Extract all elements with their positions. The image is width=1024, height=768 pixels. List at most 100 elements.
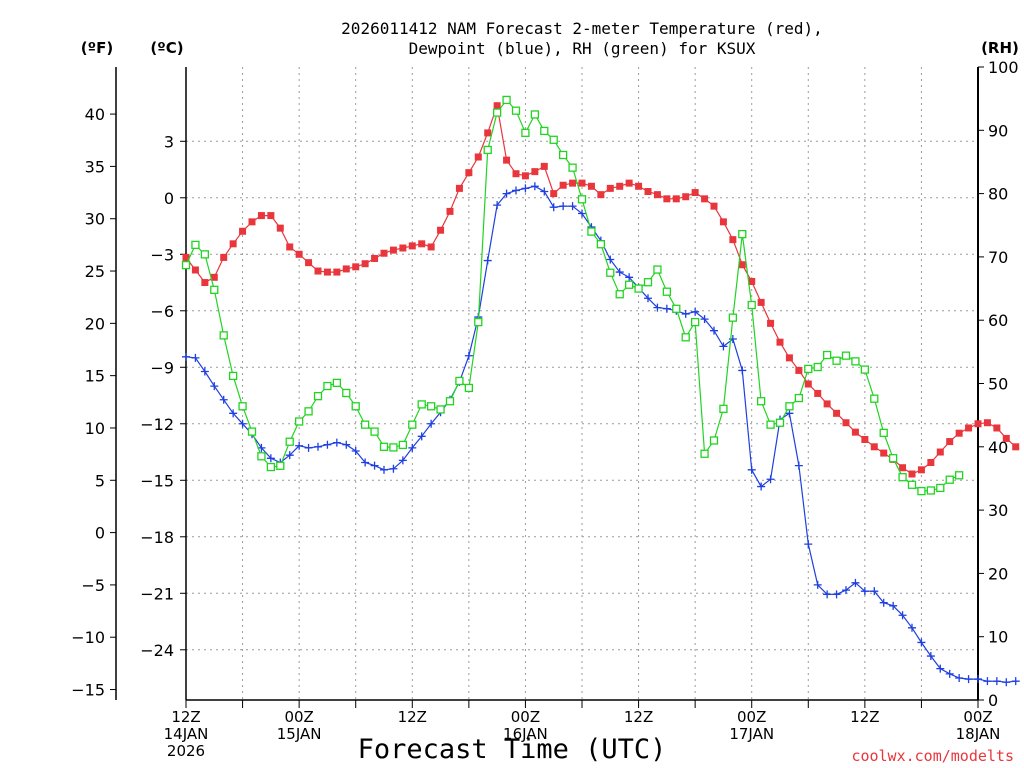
- temperature-point: [795, 366, 803, 374]
- temperature-point: [738, 261, 746, 269]
- dewpoint-point: [926, 652, 935, 661]
- celsius-tick-label: −9: [150, 358, 174, 377]
- dewpoint-point: [681, 309, 690, 318]
- dewpoint-point: [304, 443, 313, 452]
- dewpoint-point: [530, 182, 539, 191]
- temperature-point: [474, 153, 482, 161]
- rh-point: [596, 240, 606, 249]
- rh-point: [530, 110, 540, 119]
- temperature-point: [531, 168, 539, 176]
- temperature-point: [484, 129, 492, 137]
- temperature-point: [191, 266, 199, 274]
- temperature-point: [908, 470, 916, 478]
- dewpoint-point: [766, 475, 775, 484]
- temperature-point: [371, 254, 379, 262]
- rh-tick-label: 50: [988, 375, 1008, 394]
- x-tick-label: 2026: [167, 742, 205, 760]
- temperature-point: [823, 400, 831, 408]
- rh-point: [756, 397, 766, 406]
- rh-point: [181, 260, 191, 270]
- celsius-tick-label: −3: [150, 245, 174, 264]
- rh-point: [643, 278, 653, 287]
- dewpoint-point: [964, 675, 973, 684]
- dewpoint-point: [832, 590, 841, 599]
- rh-point: [945, 475, 954, 484]
- rh-point: [483, 145, 492, 155]
- rh-tick-label: 70: [988, 248, 1008, 267]
- rh-axis-unit: (RH): [981, 39, 1019, 57]
- temperature-point: [503, 156, 511, 164]
- rh-point: [191, 240, 200, 250]
- temperature-point: [682, 193, 690, 201]
- rh-point: [785, 402, 794, 411]
- temperature-point: [352, 263, 360, 271]
- chart-title-line-1: 2026011412 NAM Forecast 2-meter Temperat…: [341, 19, 823, 38]
- rh-tick-label: 0: [988, 691, 998, 710]
- rh-point: [813, 362, 822, 372]
- dewpoint-point: [606, 255, 615, 264]
- temperature-point: [880, 449, 888, 457]
- chart-title-line-2: Dewpoint (blue), RH (green) for KSUX: [409, 39, 756, 58]
- rh-point: [606, 268, 615, 277]
- dewpoint-point: [757, 482, 766, 491]
- rh-point: [228, 371, 238, 381]
- dewpoint-point: [842, 586, 850, 595]
- celsius-tick-label: 3: [164, 132, 174, 151]
- fahrenheit-tick-label: −5: [81, 576, 105, 595]
- temperature-point: [663, 195, 671, 203]
- temperature-point: [569, 179, 577, 187]
- temperature-point: [776, 338, 784, 346]
- rh-point: [879, 428, 888, 438]
- fahrenheit-tick-label: 20: [85, 314, 105, 333]
- temperature-point: [635, 182, 643, 190]
- dewpoint-point: [879, 598, 888, 607]
- rh-tick-label: 90: [988, 121, 1008, 140]
- temperature-point: [597, 191, 605, 199]
- temperature-point: [248, 218, 256, 226]
- dewpoint-point: [804, 540, 813, 549]
- celsius-tick-label: −24: [140, 641, 174, 660]
- rh-point: [936, 483, 945, 493]
- celsius-tick-label: 0: [164, 189, 174, 208]
- rh-point: [342, 388, 351, 398]
- fahrenheit-tick-label: −10: [71, 628, 105, 647]
- temperature-point: [446, 207, 454, 215]
- rh-point: [624, 280, 634, 289]
- rh-point: [615, 290, 624, 299]
- dewpoint-point: [719, 342, 728, 351]
- rh-point: [577, 195, 587, 204]
- dewpoint-point: [182, 352, 190, 361]
- temperature-point: [833, 409, 841, 417]
- dewpoint-point: [219, 395, 228, 404]
- celsius-tick-label: −12: [140, 415, 174, 434]
- x-tick-label: 00Z: [963, 708, 992, 726]
- dewpoint-point: [342, 440, 351, 449]
- rh-point: [728, 313, 738, 322]
- rh-point: [841, 351, 851, 360]
- temperature-point: [983, 419, 991, 427]
- dewpoint-point: [521, 184, 530, 193]
- temperature-point: [814, 389, 822, 397]
- rh-point: [304, 407, 313, 416]
- fahrenheit-tick-label: 10: [85, 419, 105, 438]
- rh-point: [540, 126, 549, 136]
- dewpoint-point: [361, 458, 370, 467]
- temperature-point: [521, 172, 529, 180]
- dewpoint-point: [512, 186, 520, 195]
- dewpoint-point: [813, 580, 822, 589]
- temperature-point: [361, 260, 369, 268]
- dewpoint-point: [380, 465, 388, 474]
- dewpoint-point: [908, 623, 916, 632]
- rh-point: [719, 404, 728, 413]
- dewpoint-point: [936, 664, 945, 673]
- temperature-point: [936, 448, 944, 456]
- temperature-point: [239, 227, 247, 235]
- dewpoint-point: [285, 451, 294, 460]
- x-tick-label: 00Z: [737, 708, 766, 726]
- x-tick-label: 12Z: [624, 708, 653, 726]
- dewpoint-point: [370, 461, 379, 470]
- dewpoint-point: [191, 353, 200, 362]
- dewpoint-point: [493, 201, 502, 210]
- temperature-point: [512, 170, 520, 178]
- dewpoint-point: [794, 461, 803, 470]
